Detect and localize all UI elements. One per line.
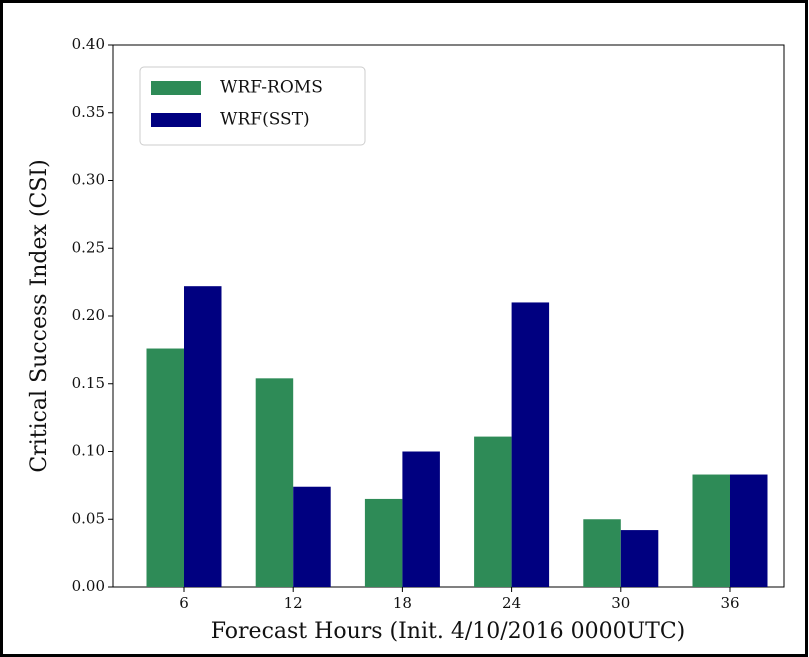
bar (583, 519, 621, 587)
y-tick-label: 0.00 (72, 577, 105, 595)
y-tick-label: 0.20 (72, 306, 105, 324)
x-axis-label: Forecast Hours (Init. 4/10/2016 0000UTC) (211, 619, 686, 644)
bar (620, 530, 659, 587)
bar (364, 498, 403, 587)
y-tick-label: 0.15 (72, 374, 105, 392)
bar (474, 436, 512, 587)
legend-label: WRF(SST) (220, 110, 310, 130)
y-tick-label: 0.40 (72, 35, 105, 53)
y-tick-label: 0.10 (72, 442, 105, 460)
bar (255, 378, 294, 587)
y-tick-label: 0.30 (72, 171, 105, 189)
x-tick-label: 30 (611, 594, 630, 612)
bar (692, 474, 730, 587)
bar (184, 286, 222, 587)
y-tick-label: 0.25 (72, 238, 105, 256)
x-tick-label: 24 (502, 594, 521, 612)
y-tick-label: 0.35 (72, 103, 105, 121)
legend-label: WRF-ROMS (220, 78, 323, 98)
x-tick-label: 6 (179, 594, 189, 612)
bar (402, 451, 440, 587)
legend-swatch (151, 113, 201, 127)
x-tick-label: 18 (393, 594, 412, 612)
y-tick-label: 0.05 (72, 509, 105, 527)
bar (293, 486, 331, 587)
bar (146, 348, 184, 587)
y-axis-label: Critical Success Index (CSI) (27, 159, 52, 472)
bar (730, 474, 768, 587)
bar (511, 302, 550, 587)
legend-swatch (151, 81, 201, 95)
x-tick-label: 36 (720, 594, 739, 612)
x-tick-label: 12 (284, 594, 303, 612)
